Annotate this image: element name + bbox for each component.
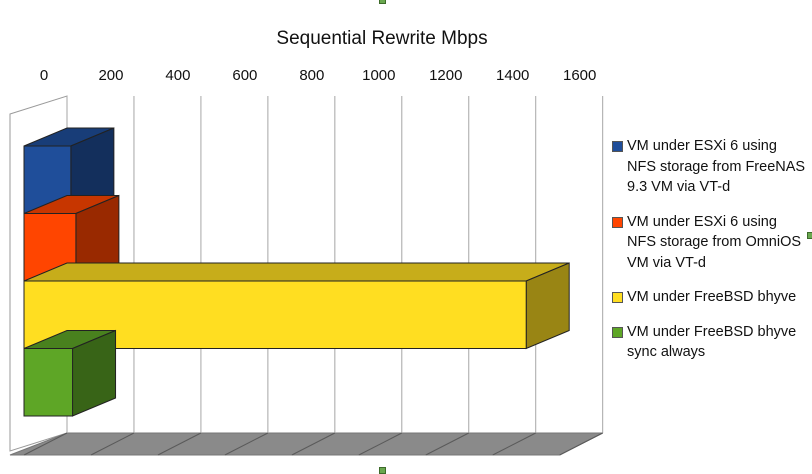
floor-gridline: [23, 432, 68, 456]
legend-swatch: [612, 216, 623, 228]
floor-gridline: [559, 432, 603, 456]
resize-handle-right[interactable]: [807, 232, 812, 239]
x-tick-label: 800: [299, 67, 324, 84]
x-tick-label: 600: [232, 67, 257, 84]
bar-front-face: [23, 348, 74, 417]
legend-item: VM under ESXi 6 using NFS storage from O…: [612, 212, 808, 274]
resize-handle-top[interactable]: [379, 0, 386, 4]
x-tick-label: 1600: [563, 67, 596, 84]
chart-title: Sequential Rewrite Mbps: [276, 28, 487, 49]
legend-swatch: [612, 292, 623, 303]
floor-gridline: [90, 432, 135, 456]
floor-gridline: [224, 432, 269, 456]
x-tick-label: 200: [98, 67, 123, 84]
floor-gridline: [492, 432, 536, 456]
bar-top-face: [23, 262, 570, 282]
legend-swatch: [612, 326, 623, 338]
legend-label: VM under ESXi 6 using NFS storage from O…: [627, 213, 802, 271]
resize-handle-bottom[interactable]: [379, 467, 386, 474]
x-tick-label: 1400: [496, 67, 529, 84]
legend-swatch: [612, 141, 623, 152]
x-tick-label: 1200: [429, 67, 462, 84]
legend-label: VM under FreeBSD bhyve sync always: [627, 323, 797, 361]
bar: [23, 329, 117, 417]
floor-gridline: [358, 432, 403, 456]
x-tick-label: 400: [165, 67, 190, 84]
floor-gridline: [291, 432, 336, 456]
legend: VM under ESXi 6 using NFS storage from F…: [612, 136, 808, 377]
legend-item: VM under FreeBSD bhyve: [612, 287, 808, 308]
legend-item: VM under ESXi 6 using NFS storage from F…: [612, 136, 808, 198]
bars: [23, 127, 570, 417]
legend-item: VM under FreeBSD bhyve sync always: [612, 322, 808, 363]
x-axis-tick-labels: 0 200 400 600 800 1000 1200 1400 1600: [40, 67, 597, 84]
x-tick-label: 1000: [362, 67, 395, 84]
x-tick-label: 0: [40, 67, 48, 84]
floor-gridline: [425, 432, 469, 456]
legend-label: VM under FreeBSD bhyve: [627, 289, 797, 305]
legend-label: VM under ESXi 6 using NFS storage from F…: [627, 138, 806, 195]
floor-gridline: [157, 432, 202, 456]
